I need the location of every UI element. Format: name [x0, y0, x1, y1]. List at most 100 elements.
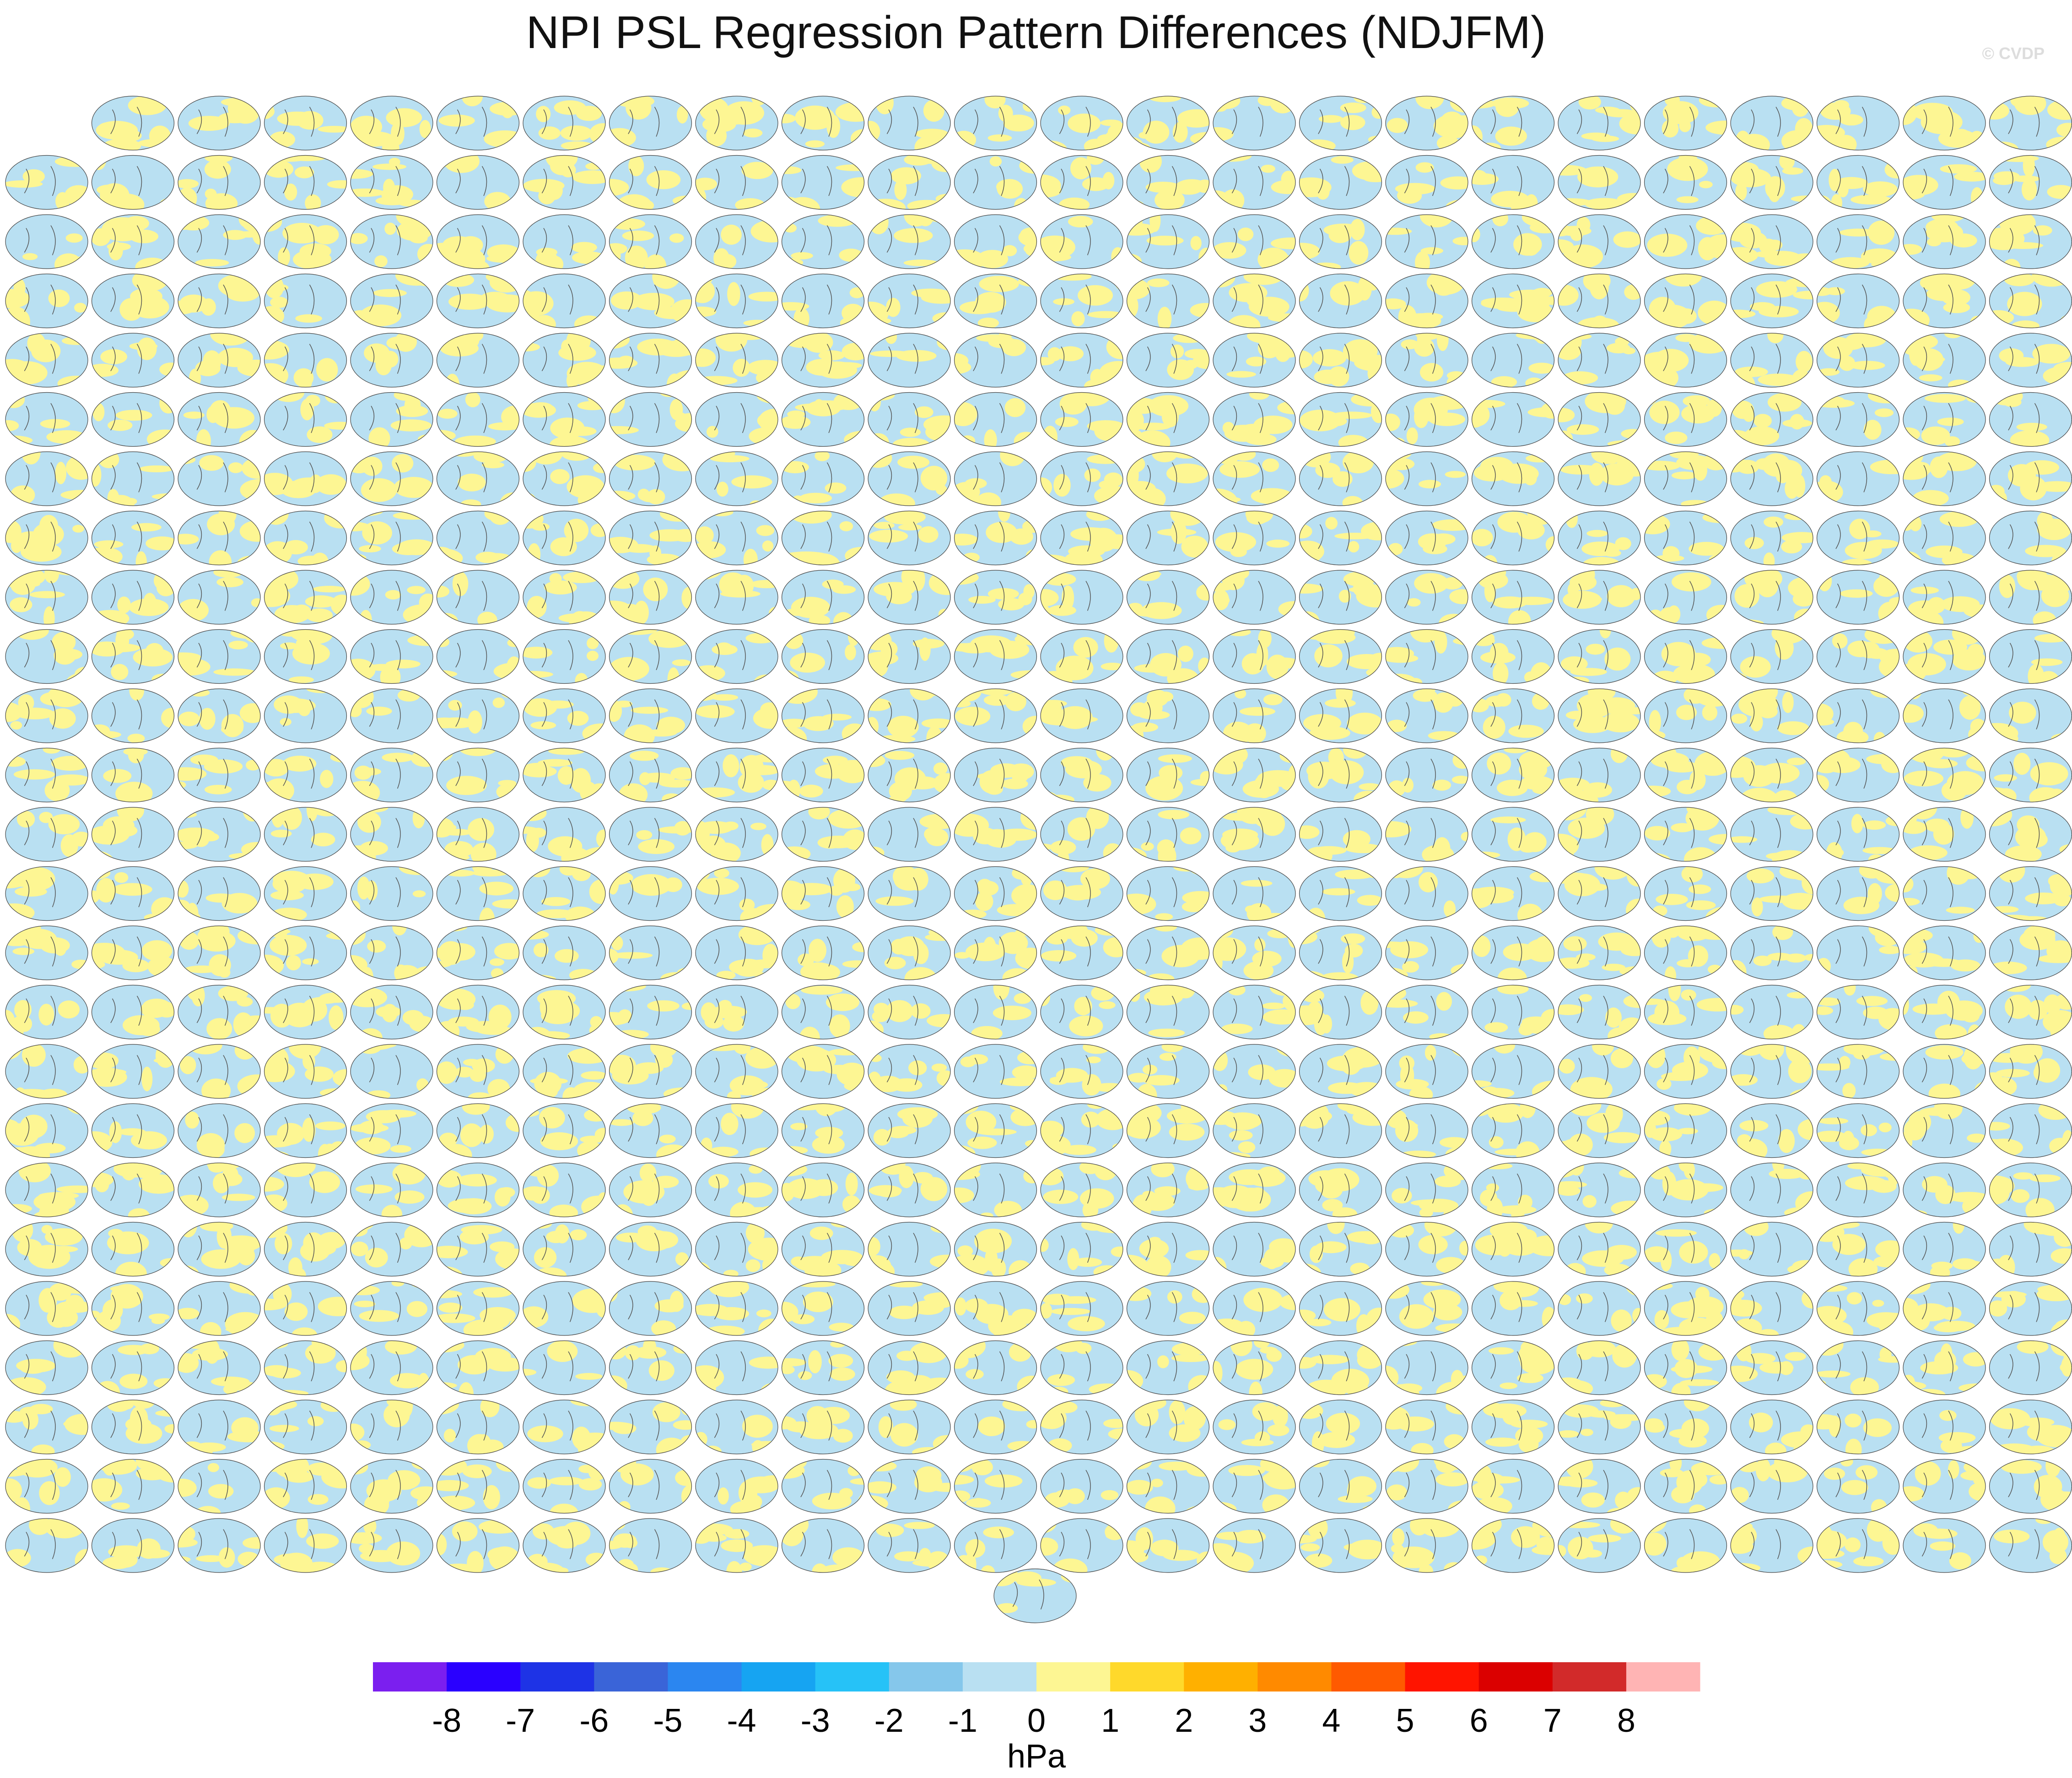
positive-anomaly-patch [1750, 302, 1775, 311]
coastline [1689, 166, 1695, 196]
coastline [1171, 521, 1177, 552]
positive-anomaly-patch [92, 850, 114, 861]
coastline [1689, 225, 1695, 255]
positive-anomaly-patch [439, 333, 480, 351]
positive-anomaly-patch [1440, 176, 1468, 190]
coastline [1145, 287, 1151, 312]
positive-anomaly-patch [1903, 897, 1920, 906]
coastline [1059, 584, 1065, 608]
map-panel [1040, 510, 1123, 566]
positive-anomaly-patch [1488, 1103, 1524, 1123]
positive-anomaly-patch [808, 807, 830, 820]
positive-anomaly-patch [477, 611, 497, 624]
positive-anomaly-patch [572, 1081, 605, 1098]
positive-anomaly-patch [189, 368, 201, 387]
coastline [714, 465, 720, 490]
positive-anomaly-patch [681, 587, 692, 609]
positive-anomaly-patch [124, 498, 137, 505]
positive-anomaly-patch [1065, 889, 1091, 901]
map-panel [868, 96, 951, 151]
positive-anomaly-patch [1930, 456, 1948, 478]
coastline [1921, 168, 1927, 194]
coastline [740, 284, 746, 315]
map-panel [1126, 510, 1210, 566]
coastline [1085, 640, 1091, 670]
positive-anomaly-patch [954, 402, 977, 427]
positive-anomaly-patch [1939, 511, 1979, 527]
positive-anomaly-patch [1043, 573, 1076, 586]
positive-anomaly-patch [329, 1005, 344, 1030]
map-panel-border [954, 570, 1037, 625]
positive-anomaly-patch [984, 96, 1006, 108]
positive-anomaly-patch [92, 866, 111, 880]
positive-anomaly-patch [311, 552, 329, 565]
map-panel [1040, 451, 1123, 506]
coastline [1430, 166, 1436, 196]
positive-anomaly-patch [1072, 392, 1112, 406]
positive-anomaly-patch [196, 429, 211, 447]
map-panel [1730, 155, 1813, 210]
coastline [1663, 109, 1668, 134]
positive-anomaly-patch [216, 577, 243, 588]
positive-anomaly-patch [762, 779, 778, 790]
positive-anomaly-patch [1335, 870, 1375, 880]
positive-anomaly-patch [537, 1086, 558, 1098]
positive-anomaly-patch [1746, 868, 1775, 884]
map-panel [1730, 392, 1813, 447]
map-panel [178, 925, 261, 980]
positive-anomaly-patch [203, 350, 221, 373]
positive-anomaly-patch [1419, 363, 1444, 382]
map-panel-border [1299, 451, 1382, 506]
coastline [196, 702, 202, 727]
positive-anomaly-patch [997, 828, 1037, 841]
map-panel [954, 570, 1037, 625]
positive-anomaly-patch [1014, 432, 1037, 447]
positive-anomaly-patch [615, 700, 632, 708]
positive-anomaly-patch [545, 155, 578, 169]
coastline [1663, 168, 1668, 194]
positive-anomaly-patch [366, 881, 378, 901]
coastline [196, 228, 202, 253]
positive-anomaly-patch [806, 359, 838, 376]
positive-anomaly-patch [1870, 689, 1899, 698]
positive-anomaly-patch [1849, 519, 1870, 540]
positive-anomaly-patch [329, 1141, 347, 1157]
positive-anomaly-patch [2017, 570, 2048, 590]
map-panel-border [868, 214, 951, 269]
positive-anomaly-patch [1991, 906, 2019, 913]
positive-anomaly-patch [1788, 577, 1813, 599]
positive-anomaly-patch [1299, 524, 1312, 539]
positive-anomaly-patch [1706, 399, 1722, 417]
coastline [913, 403, 918, 433]
positive-anomaly-patch [1732, 162, 1759, 177]
map-panel [695, 570, 778, 625]
positive-anomaly-patch [1645, 1121, 1657, 1138]
coastline [24, 405, 30, 431]
map-panel [5, 866, 88, 921]
map-panel [781, 510, 865, 566]
coastline [886, 228, 892, 253]
positive-anomaly-patch [98, 452, 119, 469]
coastline [1085, 462, 1091, 492]
positive-anomaly-patch [1000, 452, 1025, 466]
coastline [24, 228, 30, 253]
map-panel [91, 1103, 175, 1158]
coastline [309, 758, 315, 789]
map-panel-border [954, 155, 1037, 210]
positive-anomaly-patch [1831, 257, 1870, 269]
positive-anomaly-patch [213, 407, 255, 429]
map-panel [264, 333, 347, 388]
positive-anomaly-patch [61, 336, 88, 345]
map-panel [264, 925, 347, 980]
positive-anomaly-patch [1086, 155, 1104, 165]
map-panel [781, 866, 865, 921]
positive-anomaly-patch [609, 243, 627, 254]
positive-anomaly-patch [92, 228, 111, 246]
positive-anomaly-patch [1355, 396, 1382, 407]
map-panel-border [91, 273, 175, 329]
map-panel-border [1213, 155, 1296, 210]
map-panel [954, 214, 1037, 269]
coastline [110, 465, 116, 490]
positive-anomaly-patch [357, 1044, 392, 1050]
map-panel-border [1471, 273, 1555, 329]
